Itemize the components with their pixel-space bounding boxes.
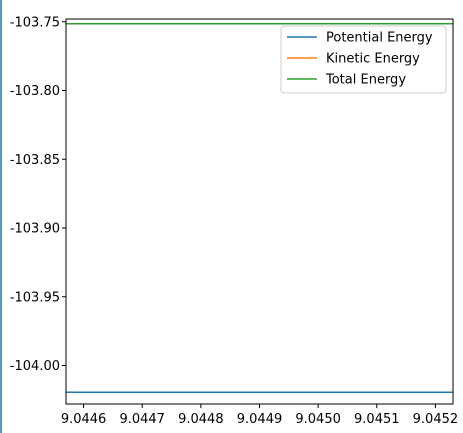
legend: Potential Energy Kinetic Energy Total Ener… <box>280 25 447 94</box>
legend-box <box>280 25 447 94</box>
x-tick-label: 9.0449 <box>237 412 283 427</box>
legend-label: Potential Energy <box>326 31 433 46</box>
x-tick-label: 9.0452 <box>413 412 459 427</box>
x-tick-label: 9.0450 <box>295 412 341 427</box>
y-tick-label: -103.75 <box>10 15 60 30</box>
legend-label: Total Energy <box>325 73 406 88</box>
x-tick-label: 9.0451 <box>354 412 400 427</box>
y-tick-label: -103.80 <box>10 84 60 99</box>
x-tick-label: 9.0447 <box>119 412 165 427</box>
y-tick-label: -103.90 <box>10 222 60 237</box>
plot-frame <box>65 18 454 405</box>
y-tick-label: -104.00 <box>10 359 60 374</box>
y-tick-label: -103.85 <box>10 153 60 168</box>
ticks-layer: 9.0446 9.0447 9.0448 9.0449 9.0450 9.0451 9.04… <box>10 15 458 427</box>
y-tick-label: -103.95 <box>10 290 60 305</box>
x-tick-label: 9.0448 <box>178 412 224 427</box>
legend-label: Kinetic Energy <box>326 52 420 67</box>
series-layer <box>66 23 453 394</box>
x-tick-label: 9.0446 <box>61 412 107 427</box>
